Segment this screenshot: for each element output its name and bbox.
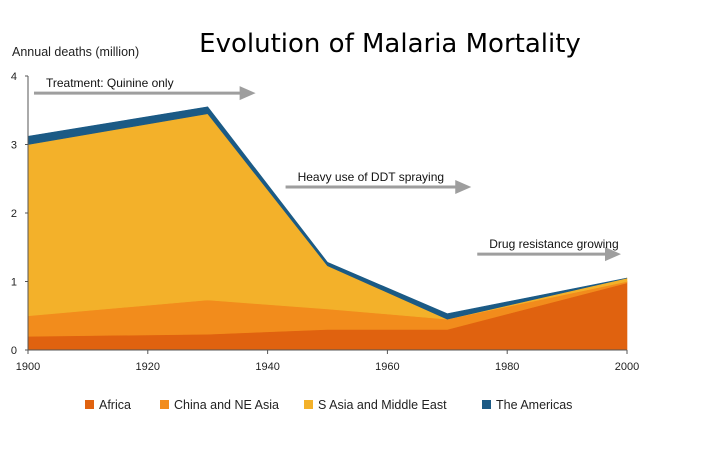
annotation-arrow-head	[239, 86, 256, 101]
annotation-label: Heavy use of DDT spraying	[298, 170, 445, 184]
y-tick-label: 3	[11, 140, 17, 152]
x-tick-label: 1920	[136, 361, 160, 373]
x-tick-label: 1980	[495, 361, 519, 373]
area-s-asia-and-middle-east	[27, 113, 628, 320]
y-tick-label: 0	[11, 345, 17, 357]
legend-swatch-china-and-ne-asia	[160, 400, 169, 409]
annotation-arrow-head	[455, 179, 472, 194]
legend-swatch-africa	[85, 400, 94, 409]
legend-label-the-americas: The Americas	[496, 398, 572, 412]
y-tick-label: 2	[11, 208, 17, 220]
y-axis-label: Annual deaths (million)	[12, 45, 139, 59]
x-tick-label: 2000	[615, 361, 639, 373]
y-tick-label: 1	[11, 277, 17, 289]
y-tick-label: 4	[11, 71, 17, 83]
legend-label-china-and-ne-asia: China and NE Asia	[174, 398, 279, 412]
legend-swatch-the-americas	[482, 400, 491, 409]
legend-swatch-s-asia-and-middle-east	[304, 400, 313, 409]
annotation-label: Drug resistance growing	[489, 237, 618, 251]
annotation-label: Treatment: Quinine only	[46, 76, 174, 90]
x-tick-label: 1960	[375, 361, 399, 373]
x-tick-label: 1900	[16, 361, 40, 373]
chart-title: Evolution of Malaria Mortality	[199, 29, 581, 59]
legend: Africa China and NE Asia S Asia and Middle…	[85, 398, 572, 412]
annotation-arrow-head	[605, 247, 622, 262]
legend-label-s-asia-and-middle-east: S Asia and Middle East	[318, 398, 447, 412]
area-the-americas	[27, 106, 628, 320]
x-tick-label: 1940	[255, 361, 279, 373]
legend-label-africa: Africa	[99, 398, 131, 412]
plot-area: 0 1 2 3 4 1900 1920 1940 1960 1980 2000 Treatment: …	[11, 71, 639, 373]
